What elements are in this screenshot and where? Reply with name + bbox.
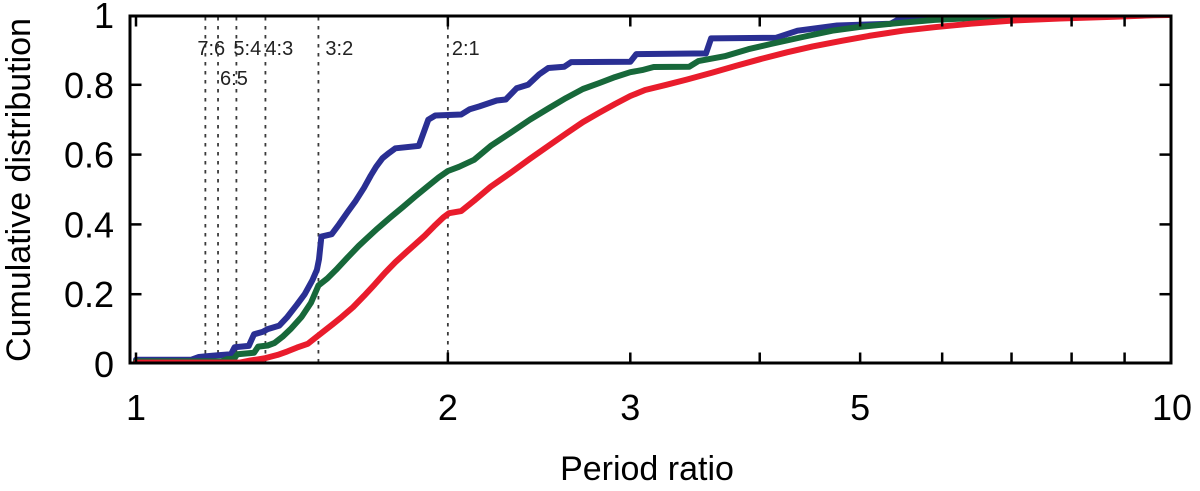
x-tick-label: 2 [438,387,458,428]
x-tick-label: 1 [126,387,146,428]
x-axis-title: Period ratio [560,450,734,488]
y-tick-label: 0.6 [64,135,114,176]
x-tick-label: 3 [620,387,640,428]
y-tick-label: 0 [94,344,114,385]
resonance-label-2-1: 2:1 [452,38,480,60]
curve-green [133,17,1170,362]
y-tick-label: 1 [94,0,114,36]
x-tick-label: 10 [1152,387,1192,428]
x-tick-label: 5 [850,387,870,428]
resonance-label-6-5: 6:5 [220,68,248,90]
resonance-label-4-3: 4:3 [265,38,293,60]
y-tick-label: 0.8 [64,65,114,106]
curve-blue [133,17,1170,362]
y-tick-label: 0.2 [64,274,114,315]
y-axis-title: Cumulative distribution [0,18,38,362]
y-tick-label: 0.4 [64,204,114,245]
resonance-label-7-6: 7:6 [197,38,225,60]
resonance-label-3-2: 3:2 [325,38,353,60]
curve-red [133,17,1170,362]
plot-frame [128,14,1173,365]
resonance-label-5-4: 5:4 [233,38,261,60]
